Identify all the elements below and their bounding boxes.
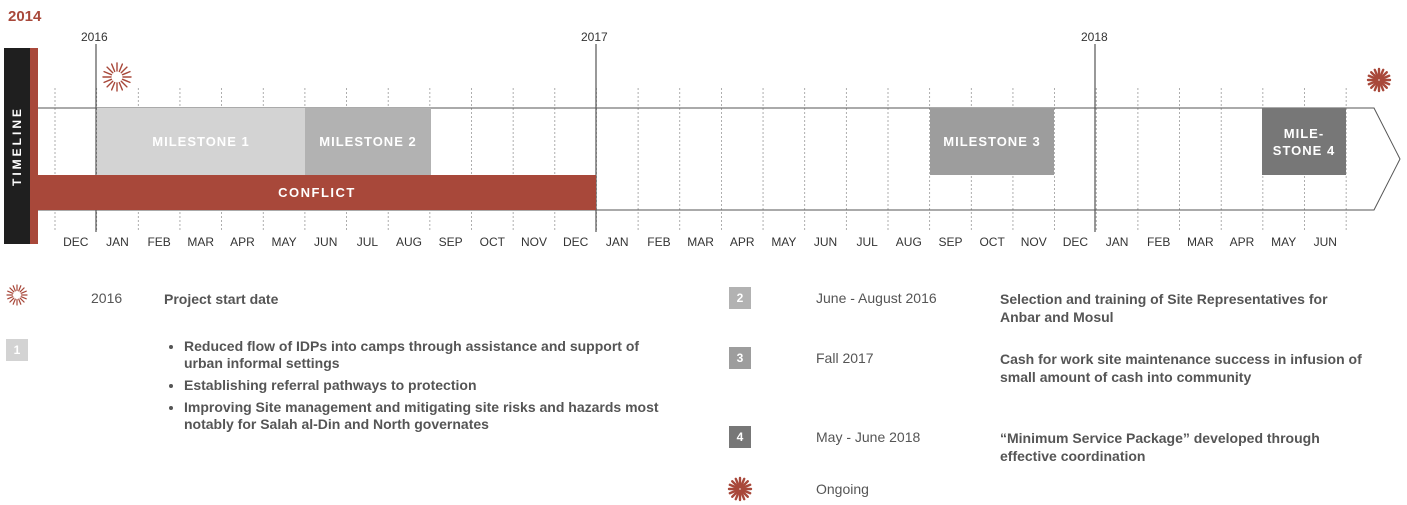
month-label: MAR [1187, 235, 1214, 249]
legend-1-bullet-1: Reduced flow of IDPs into camps through … [184, 338, 664, 372]
conflict-label: CONFLICT [278, 185, 356, 200]
month-label: APR [729, 235, 755, 249]
month-label: NOV [1020, 235, 1047, 249]
starburst-outline-icon [102, 62, 132, 92]
milestone-1-label: MILESTONE 1 [152, 134, 250, 149]
legend-badge-1: 1 [6, 339, 28, 361]
month-label: JAN [1105, 235, 1129, 249]
legend-1-bullet-3: Improving Site management and mitigating… [184, 399, 664, 433]
year-label-2018: 2018 [1081, 30, 1108, 44]
month-label: AUG [895, 235, 922, 249]
legend-2-desc: Selection and training of Site Represent… [1000, 291, 1328, 325]
month-label: JUL [856, 235, 878, 249]
month-label: SEP [938, 235, 963, 249]
legend-1-bullets: Reduced flow of IDPs into camps through … [164, 338, 664, 438]
milestone-1-block: MILESTONE 1 [97, 108, 305, 175]
month-label: MAR [687, 235, 714, 249]
month-label: AUG [396, 235, 423, 249]
timeline-sidebar [4, 48, 30, 244]
month-label: FEB [1147, 235, 1171, 249]
month-label: SEP [438, 235, 463, 249]
legend-start-desc: Project start date [164, 291, 279, 307]
legend-start-date: 2016 [91, 290, 123, 306]
legend-starburst-solid-icon [727, 476, 753, 502]
timeline-arrow [38, 107, 1401, 211]
month-label: JAN [106, 235, 129, 249]
month-label: APR [1229, 235, 1255, 249]
milestone-2-label: MILESTONE 2 [319, 134, 417, 149]
legend-badge-4: 4 [729, 426, 751, 448]
milestone-4-label-line1: MILE- [1283, 125, 1325, 141]
legend-ongoing-label: Ongoing [816, 481, 869, 497]
starburst-solid-icon [1366, 67, 1392, 93]
conflict-bar: CONFLICT [38, 175, 596, 210]
legend-3-desc: Cash for work site maintenance success i… [1000, 351, 1362, 385]
month-label: MAY [1271, 235, 1297, 249]
milestone-4-label-line2: STONE 4 [1272, 142, 1336, 158]
year-label-2016: 2016 [81, 30, 108, 44]
month-label: FEB [647, 235, 671, 249]
month-label: DEC [1062, 235, 1089, 249]
milestone-3-label: MILESTONE 3 [943, 134, 1041, 149]
month-label: OCT [979, 235, 1005, 249]
month-label: APR [230, 235, 255, 249]
month-label: DEC [63, 235, 89, 249]
legend-3-date: Fall 2017 [816, 350, 874, 366]
month-label: NOV [520, 235, 547, 249]
milestone-4-block: MILE- STONE 4 [1262, 108, 1346, 175]
month-label: MAY [771, 235, 797, 249]
legend-badge-3: 3 [729, 347, 751, 369]
month-label: JUN [1313, 235, 1337, 249]
month-label: DEC [562, 235, 589, 249]
month-label: JUN [314, 235, 338, 249]
month-label: OCT [479, 235, 505, 249]
month-label: FEB [147, 235, 171, 249]
legend-starburst-outline-icon [6, 284, 28, 306]
month-label: JUL [356, 235, 379, 249]
milestone-2-block: MILESTONE 2 [305, 108, 431, 175]
legend-badge-2: 2 [729, 287, 751, 309]
month-label: MAR [187, 235, 215, 249]
legend-2-date: June - August 2016 [816, 290, 937, 306]
legend-4-desc: “Minimum Service Package” developed thro… [1000, 430, 1320, 464]
milestone-3-block: MILESTONE 3 [930, 108, 1054, 175]
timeline-sidebar-accent [30, 48, 38, 244]
legend-1-bullet-2: Establishing referral pathways to protec… [184, 377, 664, 394]
month-label: JUN [813, 235, 838, 249]
year-label-2017: 2017 [581, 30, 608, 44]
start-year-label: 2014 [8, 8, 42, 25]
month-label: JAN [605, 235, 629, 249]
month-label: MAY [271, 235, 297, 249]
legend-4-date: May - June 2018 [816, 429, 921, 445]
